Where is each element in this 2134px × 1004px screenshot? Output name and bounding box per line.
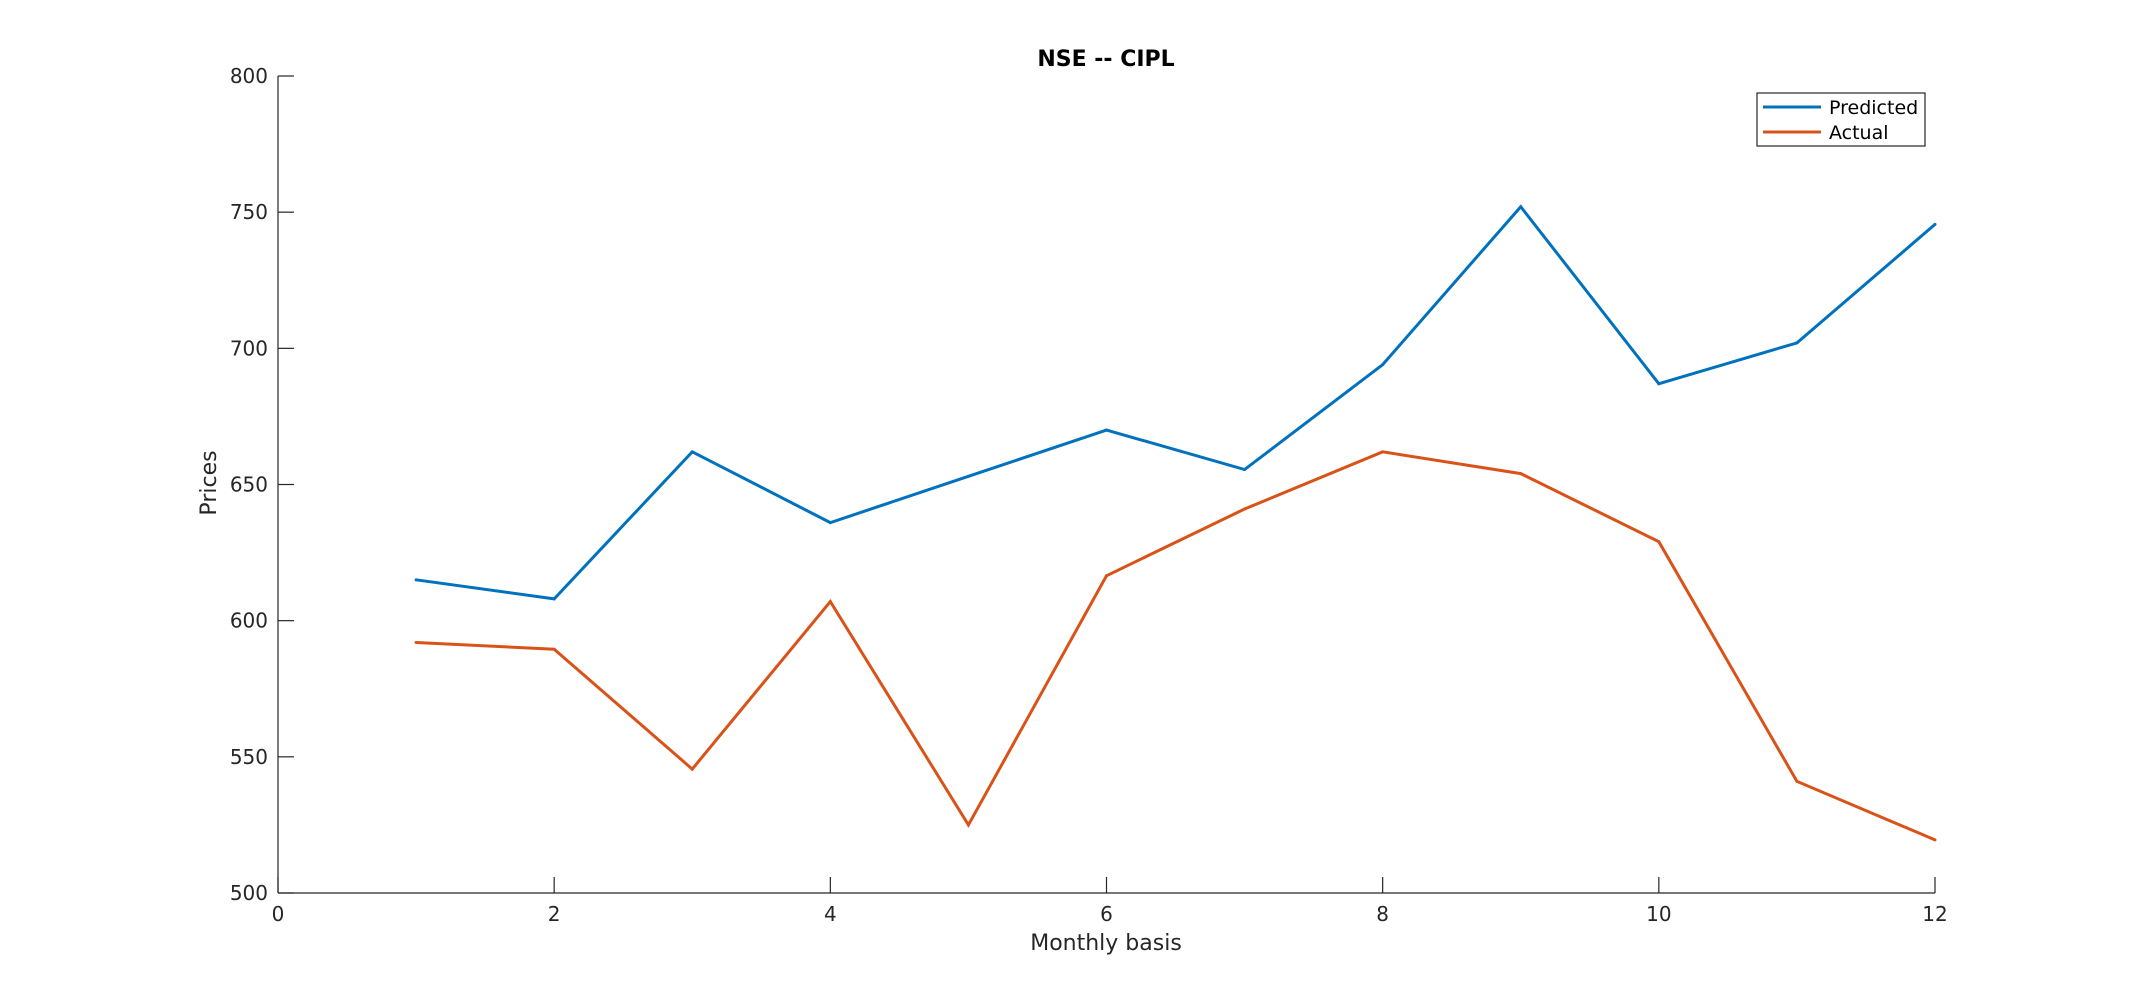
data-point-actual xyxy=(1243,507,1247,511)
legend: Predicted Actual xyxy=(1756,92,1926,147)
x-tick-label: 8 xyxy=(1376,902,1389,926)
data-point-predicted xyxy=(1933,222,1937,226)
data-point-actual xyxy=(966,823,970,827)
data-point-predicted xyxy=(1381,363,1385,367)
data-point-predicted xyxy=(1657,382,1661,386)
y-tick-label: 700 xyxy=(230,336,268,360)
data-point-actual xyxy=(1933,838,1937,842)
x-tick-label: 0 xyxy=(272,902,285,926)
series-line-actual xyxy=(416,450,1936,842)
y-tick-label: 600 xyxy=(230,609,268,633)
x-tick-label: 2 xyxy=(548,902,561,926)
data-point-predicted xyxy=(1243,468,1247,472)
x-axis-label: Monthly basis xyxy=(1030,931,1182,956)
data-point-actual xyxy=(690,767,694,771)
series-line-predicted xyxy=(415,204,1936,601)
data-point-actual xyxy=(414,640,418,644)
data-point-actual xyxy=(1381,450,1385,454)
data-point-actual xyxy=(1105,574,1108,578)
data-point-actual xyxy=(552,647,556,651)
y-axis-label: Prices xyxy=(197,450,222,515)
data-point-predicted xyxy=(828,521,832,525)
data-point-predicted xyxy=(1519,205,1523,209)
data-point-actual xyxy=(1657,540,1661,544)
x-tick-label: 12 xyxy=(1922,902,1947,926)
y-tick-label: 750 xyxy=(230,200,268,224)
y-tick-label: 500 xyxy=(230,881,268,905)
legend-label-predicted: Predicted xyxy=(1829,97,1918,119)
y-tick-label: 800 xyxy=(230,64,268,88)
axes: 0 2 4 6 8 10 12 500 550 600 650 700 750 800 xyxy=(230,64,1948,926)
y-tick-label: 550 xyxy=(230,745,268,769)
data-point-predicted xyxy=(552,597,556,601)
data-point-predicted xyxy=(690,450,694,454)
data-point-predicted xyxy=(966,474,970,478)
x-tick-label: 4 xyxy=(824,902,837,926)
data-point-actual xyxy=(1795,779,1799,783)
data-point-predicted xyxy=(1795,341,1799,345)
chart-title: NSE -- CIPL xyxy=(1037,47,1174,72)
series-lines xyxy=(414,204,1937,842)
data-point-predicted xyxy=(414,578,418,582)
legend-box xyxy=(1756,92,1926,147)
legend-label-actual: Actual xyxy=(1829,122,1889,144)
data-point-predicted xyxy=(1105,428,1108,432)
x-tick-label: 10 xyxy=(1646,902,1671,926)
y-tick-label: 650 xyxy=(230,473,268,497)
data-point-actual xyxy=(828,600,832,604)
x-tick-label: 6 xyxy=(1100,902,1113,926)
data-point-actual xyxy=(1519,472,1523,476)
